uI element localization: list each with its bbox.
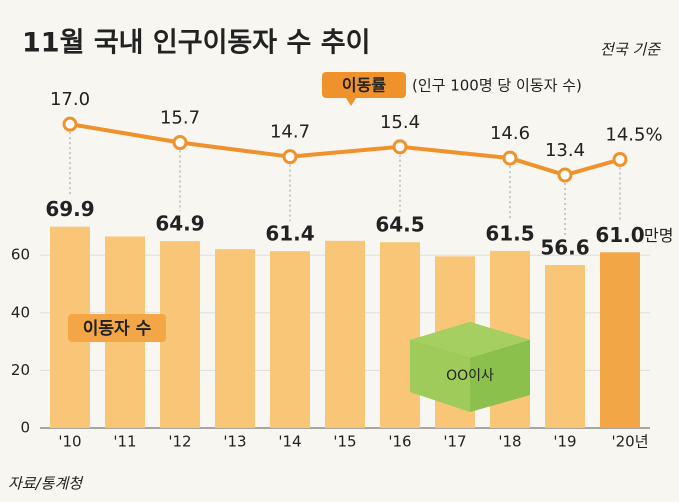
x-tick-label: '17 xyxy=(443,433,466,451)
bar-value-label: 64.5 xyxy=(375,213,424,237)
bar xyxy=(600,252,640,428)
y-tick-label: 20 xyxy=(11,361,30,379)
bar-value-label: 64.9 xyxy=(155,212,204,236)
x-tick-label: '14 xyxy=(278,433,301,451)
box-label: OO이사 xyxy=(446,368,494,384)
bar xyxy=(160,241,200,428)
line-point xyxy=(612,152,628,167)
x-tick-label: '16 xyxy=(388,433,411,451)
line-segment xyxy=(398,144,512,161)
y-tick-label: 0 xyxy=(20,419,30,437)
bar xyxy=(270,251,310,428)
line-point xyxy=(62,116,78,132)
subtitle: 전국 기준 xyxy=(600,41,661,59)
line-point xyxy=(557,167,573,183)
legend-note: (인구 100명 당 이동자 수) xyxy=(412,77,582,95)
bar-value-label: 69.9 xyxy=(45,197,94,221)
bar xyxy=(325,240,365,428)
line-point xyxy=(172,135,188,151)
bar-value-label: 61.5 xyxy=(485,221,534,245)
line-segment xyxy=(563,157,622,178)
line-value-label: 14.5% xyxy=(605,125,662,146)
bar-value-label: 56.6 xyxy=(540,235,589,259)
y-tick-label: 60 xyxy=(11,246,30,264)
bar xyxy=(545,264,585,428)
unit-label: 만명 xyxy=(644,226,673,245)
legend-pointer xyxy=(346,98,356,106)
line-segment xyxy=(288,144,402,159)
legend-label: 이동률 xyxy=(342,76,386,95)
legend-box xyxy=(322,72,406,98)
x-tick-label: '13 xyxy=(223,433,246,451)
line-point xyxy=(502,150,518,166)
bar-value-label: 61.4 xyxy=(265,222,314,246)
line-value-label: 14.6 xyxy=(490,123,530,144)
line-value-label: 14.7 xyxy=(270,122,310,143)
source: 자료/통계청 xyxy=(8,475,84,493)
x-tick-label: '20년 xyxy=(611,433,648,451)
line-value-label: 13.4 xyxy=(545,140,585,161)
line-segment xyxy=(178,140,292,159)
legend-label: 이동자 수 xyxy=(83,319,152,339)
x-tick-label: '11 xyxy=(113,433,136,451)
bar-value-label: 61.0 xyxy=(595,223,644,247)
y-tick-label: 40 xyxy=(11,303,30,321)
x-tick-label: '19 xyxy=(553,433,576,451)
line-value-label: 17.0 xyxy=(50,89,90,110)
line-value-label: 15.4 xyxy=(380,112,420,133)
line-segment xyxy=(508,156,567,178)
x-tick-label: '12 xyxy=(168,433,191,451)
bar xyxy=(215,249,255,428)
line-point xyxy=(282,149,298,165)
line-value-label: 15.7 xyxy=(160,108,200,129)
chart-title: 11월 국내 인구이동자 수 추이 xyxy=(22,28,370,59)
x-tick-label: '10 xyxy=(58,433,81,451)
bar xyxy=(380,242,420,428)
box-icon: OO이사 xyxy=(410,322,530,412)
legend-box xyxy=(68,314,166,342)
x-tick-label: '15 xyxy=(333,433,356,451)
line-point xyxy=(392,139,408,155)
line-segment xyxy=(68,122,182,145)
x-tick-label: '18 xyxy=(498,433,521,451)
